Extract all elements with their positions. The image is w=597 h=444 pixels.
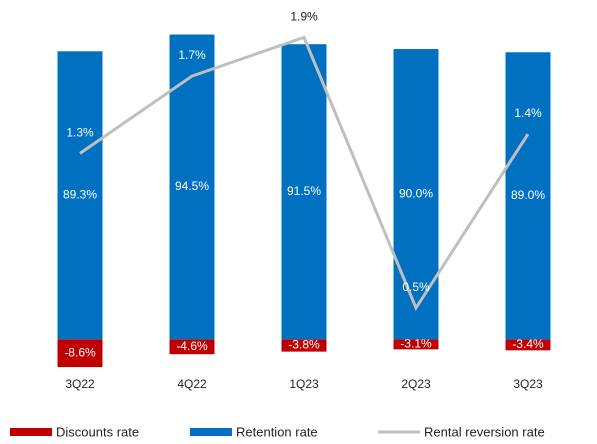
bar: [281, 339, 327, 352]
data-label: 0.5%: [402, 280, 430, 294]
legend-label: Discounts rate: [56, 424, 139, 439]
bar: [393, 49, 439, 340]
bar: [281, 44, 327, 340]
bar: [505, 339, 551, 351]
bar: [169, 339, 215, 355]
x-tick-label: 1Q23: [289, 377, 319, 391]
line: [79, 35, 530, 312]
data-label: -4.6%: [176, 339, 208, 353]
legend-label: Retention rate: [236, 424, 318, 439]
data-label: 91.5%: [287, 184, 321, 198]
data-label: 1.3%: [66, 126, 94, 140]
legend-label: Rental reversion rate: [424, 424, 545, 439]
data-label: 89.0%: [511, 188, 545, 202]
bar: [393, 339, 439, 350]
data-label: -3.1%: [400, 337, 432, 351]
data-label: -3.4%: [512, 337, 544, 351]
data-label: 89.3%: [63, 187, 97, 201]
data-label: -3.8%: [288, 338, 320, 352]
data-label: 90.0%: [399, 186, 433, 200]
data-label: 94.5%: [175, 179, 209, 193]
x-tick-label: 2Q23: [401, 377, 431, 391]
legend-swatch: [10, 428, 52, 436]
data-label: -8.6%: [64, 345, 96, 359]
x-tick-label: 3Q23: [513, 377, 543, 391]
x-tick-label: 3Q22: [65, 377, 95, 391]
data-label: 1.9%: [290, 10, 318, 24]
bar: [505, 52, 551, 340]
legend-swatch: [190, 428, 232, 436]
bar: [57, 51, 103, 340]
data-label: 1.7%: [178, 48, 206, 62]
bar: [57, 339, 103, 368]
x-tick-label: 4Q22: [177, 377, 207, 391]
data-label: 1.4%: [514, 106, 542, 120]
